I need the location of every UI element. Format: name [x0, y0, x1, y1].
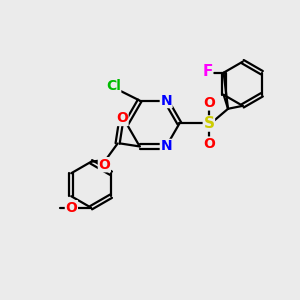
Text: S: S [203, 116, 214, 131]
Text: F: F [202, 64, 213, 79]
Text: O: O [65, 201, 77, 215]
Text: O: O [203, 137, 215, 151]
Text: O: O [203, 96, 215, 110]
Text: N: N [160, 140, 172, 153]
Text: N: N [160, 94, 172, 108]
Text: O: O [116, 112, 128, 125]
Text: O: O [98, 158, 110, 172]
Text: Cl: Cl [106, 79, 121, 93]
